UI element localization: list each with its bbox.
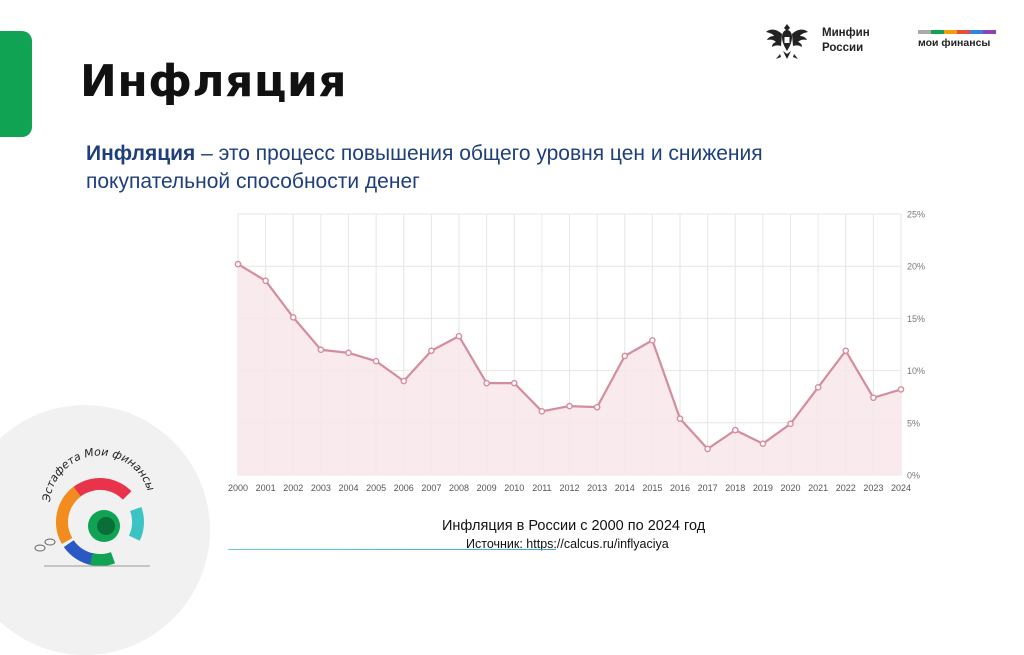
minfin-line1: Минфин bbox=[822, 27, 870, 39]
x-tick-label: 2022 bbox=[836, 483, 856, 493]
data-point bbox=[870, 394, 877, 402]
eagle-emblem-icon bbox=[766, 24, 808, 59]
data-point bbox=[400, 377, 408, 385]
x-tick-label: 2015 bbox=[642, 483, 662, 493]
x-tick-label: 2011 bbox=[532, 483, 551, 493]
x-tick-label: 2005 bbox=[366, 483, 386, 493]
data-point bbox=[262, 277, 269, 285]
data-point bbox=[649, 337, 656, 344]
x-tick-label: 2002 bbox=[283, 483, 303, 493]
data-point bbox=[566, 402, 573, 410]
x-tick-label: 2010 bbox=[504, 483, 524, 493]
data-point bbox=[317, 346, 325, 354]
data-point bbox=[759, 440, 767, 447]
y-tick-label: 10% bbox=[907, 366, 925, 376]
caption-underline bbox=[228, 549, 556, 550]
x-tick-label: 2014 bbox=[615, 483, 635, 493]
x-tick-label: 2012 bbox=[559, 483, 579, 493]
x-tick-label: 2023 bbox=[863, 483, 883, 493]
x-tick-label: 2006 bbox=[394, 483, 414, 493]
definition-term: Инфляция bbox=[86, 142, 196, 165]
x-tick-label: 2003 bbox=[311, 483, 331, 493]
x-tick-label: 2016 bbox=[670, 483, 690, 493]
data-point bbox=[510, 379, 518, 387]
x-tick-label: 2000 bbox=[228, 483, 248, 493]
chart-caption-source[interactable]: Источник: https://calcus.ru/inflyaciya bbox=[466, 537, 669, 551]
data-point bbox=[787, 420, 794, 428]
data-point bbox=[538, 408, 546, 415]
y-tick-label: 15% bbox=[907, 314, 925, 324]
x-tick-label: 2017 bbox=[698, 483, 718, 493]
data-point bbox=[814, 384, 822, 391]
definition-text: Инфляция – это процесс повышения общего … bbox=[86, 140, 876, 196]
data-point bbox=[676, 415, 684, 422]
x-tick-label: 2009 bbox=[477, 483, 497, 493]
x-tick-label: 2013 bbox=[587, 483, 607, 493]
data-point bbox=[345, 349, 352, 357]
data-point bbox=[428, 347, 435, 355]
data-point bbox=[731, 426, 739, 434]
page-title: Инфляция bbox=[80, 56, 348, 107]
chart-caption-title: Инфляция в России с 2000 по 2024 год bbox=[442, 518, 706, 534]
y-tick-label: 0% bbox=[907, 471, 920, 481]
data-point bbox=[455, 332, 463, 340]
x-tick-label: 2001 bbox=[256, 483, 276, 493]
moi-finansy-color-bar bbox=[918, 30, 996, 34]
x-tick-label: 2008 bbox=[449, 483, 469, 493]
moi-finansy-logo: мои финансы bbox=[918, 30, 998, 52]
data-point bbox=[621, 352, 629, 360]
data-point bbox=[289, 314, 297, 321]
definition-body: – это процесс повышения общего уровня це… bbox=[86, 142, 763, 193]
y-tick-label: 20% bbox=[907, 262, 925, 272]
minfin-logo: Минфин России bbox=[764, 18, 884, 64]
minfin-line2: России bbox=[822, 42, 864, 54]
data-point bbox=[234, 260, 242, 268]
chart-canvas: 0% 5% 10% 15% 20% 25% 2000 2001 2002 2003 2004 2005… bbox=[228, 210, 925, 494]
data-point bbox=[593, 403, 601, 411]
x-tick-label: 2004 bbox=[338, 483, 358, 493]
x-tick-label: 2007 bbox=[421, 483, 441, 493]
inflation-chart: 0% 5% 10% 15% 20% 25% 2000 2001 2002 2003 2004 2005… bbox=[228, 210, 925, 494]
relay-logo: Эстафета Мои финансы bbox=[34, 445, 157, 567]
minfin-name: Минфин России bbox=[822, 26, 870, 56]
data-point bbox=[372, 357, 380, 365]
data-point bbox=[842, 347, 850, 355]
y-tick-label: 5% bbox=[907, 418, 920, 428]
x-tick-label: 2018 bbox=[725, 483, 745, 493]
series-area bbox=[238, 264, 901, 475]
y-tick-label: 25% bbox=[907, 210, 925, 220]
data-point bbox=[704, 445, 711, 453]
data-point bbox=[897, 386, 905, 393]
moi-finansy-label: мои финансы bbox=[918, 37, 991, 49]
x-tick-label: 2021 bbox=[808, 483, 828, 493]
x-tick-label: 2020 bbox=[780, 483, 800, 493]
data-point bbox=[483, 379, 490, 387]
accent-tab bbox=[0, 31, 32, 137]
x-tick-label: 2019 bbox=[753, 483, 773, 493]
x-tick-label: 2024 bbox=[891, 483, 911, 493]
